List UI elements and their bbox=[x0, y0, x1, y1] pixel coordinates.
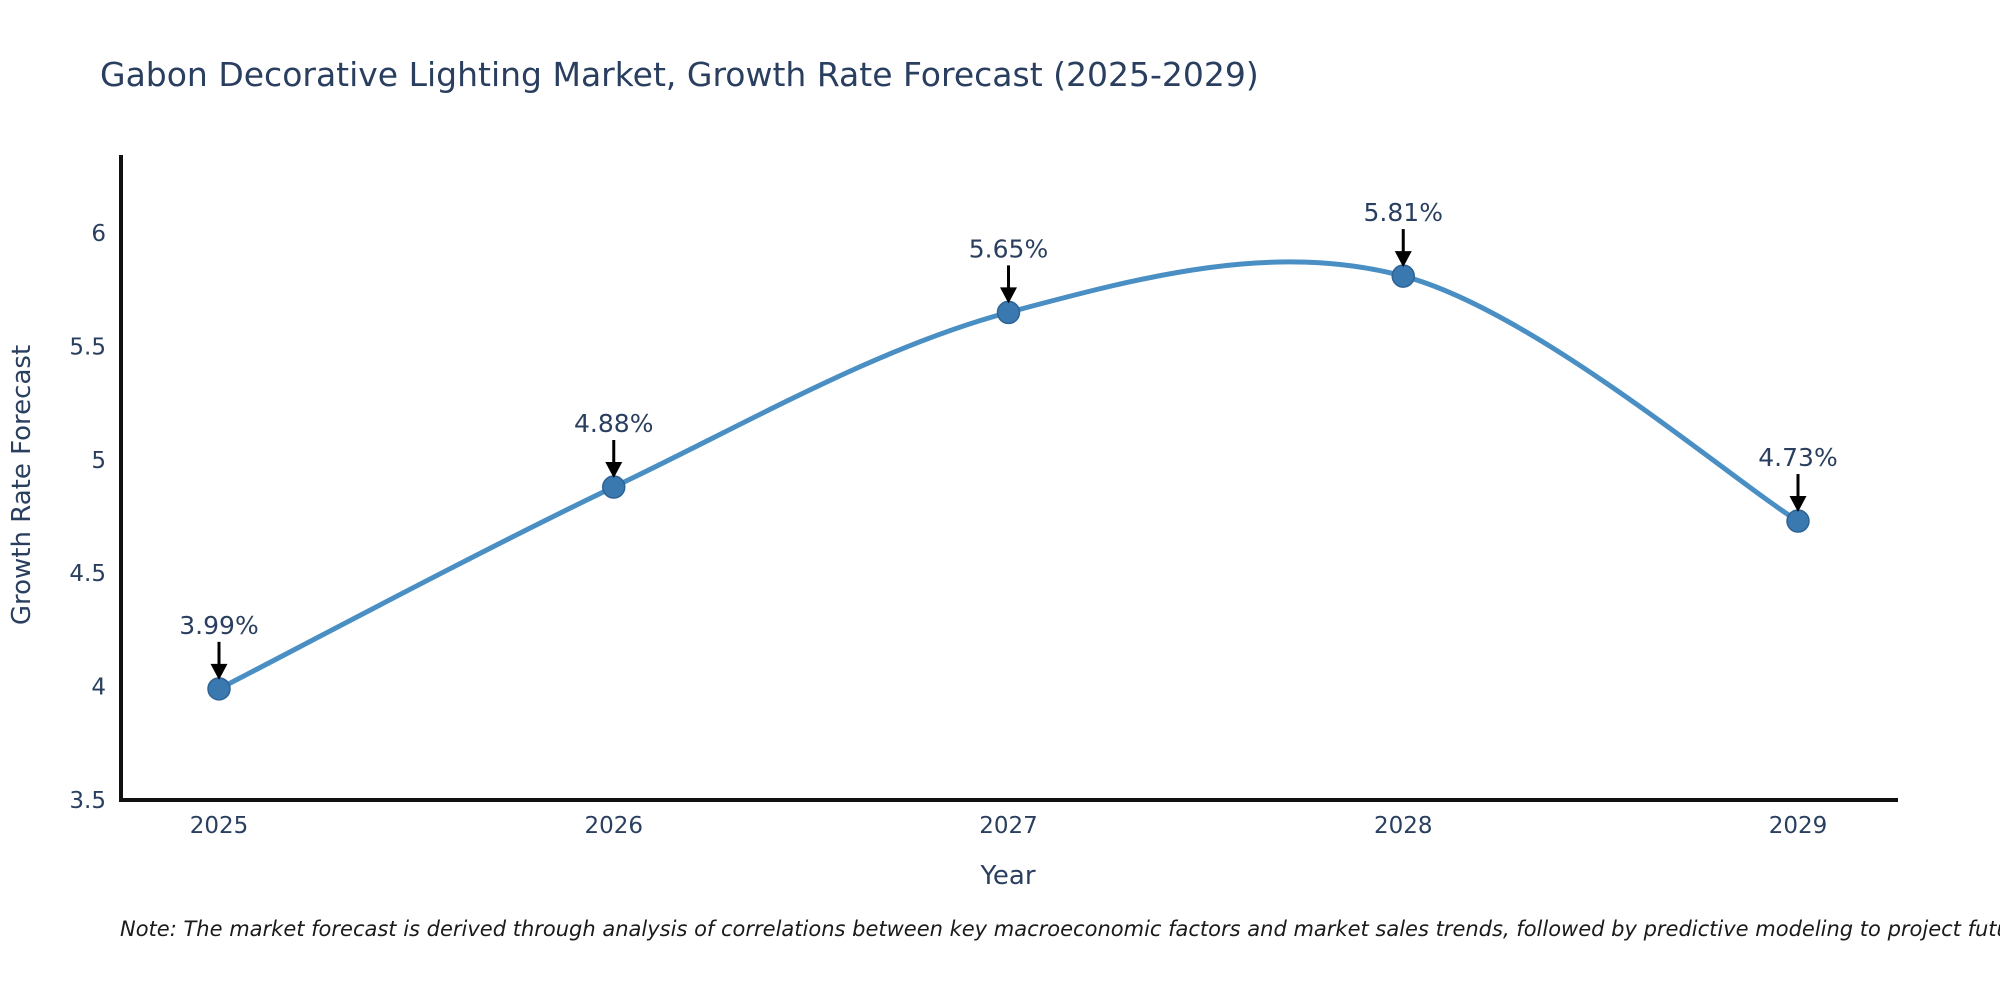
annotation-arrowhead bbox=[1394, 251, 1412, 268]
point-annotations: 3.99% 4.88% 5.65% 5.81% 4.73% bbox=[179, 198, 1838, 680]
note-text: Note: The market forecast is derived thr… bbox=[120, 917, 2000, 941]
y-tick-labels: 3.5 4 4.5 5 5.5 6 bbox=[69, 221, 106, 814]
data-point-marker bbox=[602, 475, 626, 499]
x-tick-label: 2028 bbox=[1374, 813, 1433, 839]
y-tick-label: 6 bbox=[91, 221, 106, 247]
data-point-label: 3.99% bbox=[179, 611, 258, 640]
data-series bbox=[207, 259, 1810, 701]
y-tick-label: 5.5 bbox=[69, 334, 106, 360]
data-point-marker bbox=[207, 677, 231, 701]
y-tick-label: 3.5 bbox=[69, 788, 106, 814]
chart-title: Gabon Decorative Lighting Market, Growth… bbox=[100, 55, 1259, 94]
annotation-arrowhead bbox=[605, 462, 623, 479]
x-axis-title: Year bbox=[979, 861, 1035, 891]
data-point-marker bbox=[1391, 264, 1415, 288]
data-point-label: 4.88% bbox=[574, 409, 653, 438]
data-point-label: 5.81% bbox=[1364, 198, 1443, 227]
y-tick-label: 4.5 bbox=[69, 561, 106, 587]
x-tick-label: 2029 bbox=[1769, 813, 1828, 839]
data-point-marker bbox=[1786, 509, 1810, 533]
data-point-label: 5.65% bbox=[969, 234, 1048, 263]
x-tick-label: 2027 bbox=[979, 813, 1038, 839]
series-line bbox=[216, 259, 1801, 692]
y-axis-title: Growth Rate Forecast bbox=[7, 345, 37, 625]
data-point-marker bbox=[996, 300, 1021, 325]
x-tick-labels: 2025 2026 2027 2028 2029 bbox=[190, 813, 1828, 839]
annotation-arrowhead bbox=[210, 663, 228, 680]
x-tick-label: 2025 bbox=[190, 813, 249, 839]
y-tick-label: 4 bbox=[91, 675, 106, 701]
data-point-label: 4.73% bbox=[1758, 443, 1837, 472]
x-tick-label: 2026 bbox=[584, 813, 643, 839]
annotation-arrowhead bbox=[1000, 287, 1017, 304]
y-tick-label: 5 bbox=[91, 448, 106, 474]
annotation-arrowhead bbox=[1789, 496, 1807, 513]
